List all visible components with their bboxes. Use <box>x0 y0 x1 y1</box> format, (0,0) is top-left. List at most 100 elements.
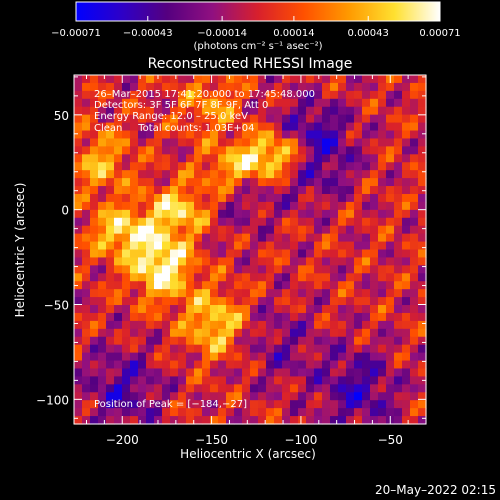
heatmap-cell <box>202 146 211 155</box>
heatmap-cell <box>250 249 259 259</box>
heatmap-cell <box>306 265 315 274</box>
heatmap-cell <box>202 273 211 282</box>
heatmap-cell <box>290 336 299 346</box>
heatmap-cell <box>274 201 283 211</box>
heatmap-cell <box>186 201 195 211</box>
heatmap-cell <box>90 352 99 362</box>
heatmap-cell <box>266 257 275 266</box>
heatmap-cell <box>314 138 323 147</box>
heatmap-cell <box>114 305 123 314</box>
heatmap-cell <box>202 233 211 243</box>
heatmap-cell <box>250 114 259 124</box>
heatmap-cell <box>218 82 227 92</box>
heatmap-cell <box>122 178 131 187</box>
heatmap-cell <box>202 201 211 211</box>
heatmap-cell <box>338 392 347 401</box>
heatmap-cell <box>370 400 379 409</box>
heatmap-cell <box>378 90 387 100</box>
heatmap-cell <box>274 130 283 140</box>
heatmap-cell <box>178 154 187 163</box>
heatmap-cell <box>410 305 419 314</box>
heatmap-cell <box>354 249 363 259</box>
heatmap-cell <box>346 193 355 203</box>
heatmap-cell <box>178 82 187 92</box>
heatmap-cell <box>218 368 227 378</box>
heatmap-cell <box>114 384 123 393</box>
heatmap-cell <box>386 328 395 338</box>
heatmap-cell <box>394 90 403 100</box>
heatmap-cell <box>362 344 371 354</box>
heatmap-cell <box>130 265 139 274</box>
heatmap-cell <box>418 392 427 401</box>
heatmap-cell <box>114 75 123 84</box>
heatmap-cell <box>394 225 403 235</box>
heatmap-cell <box>250 154 259 163</box>
heatmap-cell <box>114 336 123 346</box>
heatmap-cell <box>266 312 275 322</box>
heatmap-cell <box>138 392 147 401</box>
heatmap-cell <box>98 289 107 298</box>
heatmap-cell <box>202 154 211 163</box>
heatmap-cell <box>378 273 387 282</box>
heatmap-cell <box>346 249 355 259</box>
heatmap-cell <box>234 368 243 378</box>
heatmap-cell <box>106 320 115 330</box>
heatmap-cell <box>242 265 251 274</box>
heatmap-cell <box>370 225 379 235</box>
heatmap-cell <box>394 75 403 84</box>
heatmap-cell <box>178 392 187 401</box>
heatmap-cell <box>138 400 147 409</box>
heatmap-cell <box>290 384 299 393</box>
heatmap-cell <box>322 281 331 290</box>
heatmap-cell <box>266 344 275 354</box>
heatmap-cell <box>394 312 403 322</box>
heatmap-cell <box>250 122 259 132</box>
heatmap-cell <box>338 257 347 266</box>
heatmap-cell <box>194 186 203 195</box>
heatmap-cell <box>90 241 99 251</box>
heatmap-cell <box>122 281 131 290</box>
heatmap-cell <box>410 297 419 306</box>
heatmap-cell <box>122 98 131 108</box>
heatmap-cell <box>106 273 115 282</box>
colorbar-tick-label: −0.00014 <box>197 28 247 39</box>
heatmap-cell <box>402 352 411 362</box>
heatmap-cell <box>90 82 99 92</box>
heatmap-cell <box>202 368 211 378</box>
annotation-energy: Energy Range: 12.0 – 25.0 keV <box>94 111 248 122</box>
heatmap-cell <box>202 130 211 140</box>
heatmap-cell <box>410 162 419 171</box>
heatmap-cell <box>410 217 419 227</box>
heatmap-cell <box>74 344 83 354</box>
heatmap-cell <box>202 297 211 306</box>
heatmap-cell <box>290 122 299 132</box>
heatmap-cell <box>322 384 331 393</box>
heatmap-cell <box>330 122 339 132</box>
heatmap-cell <box>106 233 115 243</box>
heatmap-cell <box>418 162 427 171</box>
heatmap-cell <box>170 122 179 132</box>
heatmap-cell <box>242 320 251 330</box>
heatmap-cell <box>298 384 307 393</box>
heatmap-cell <box>410 400 419 409</box>
heatmap-cell <box>314 75 323 84</box>
heatmap-cell <box>274 400 283 409</box>
heatmap-cell <box>402 122 411 132</box>
heatmap-cell <box>170 328 179 338</box>
heatmap-cell <box>114 162 123 171</box>
heatmap-cell <box>106 98 115 108</box>
heatmap-cell <box>146 170 155 179</box>
heatmap-cell <box>250 273 259 282</box>
heatmap-cell <box>154 217 163 227</box>
heatmap-cell <box>170 376 179 385</box>
heatmap-cell <box>322 209 331 219</box>
heatmap-cell <box>418 201 427 211</box>
heatmap-cell <box>362 122 371 132</box>
heatmap-cell <box>322 344 331 354</box>
heatmap-cell <box>394 138 403 147</box>
heatmap-cell <box>346 297 355 306</box>
heatmap-cell <box>130 416 139 425</box>
heatmap-cell <box>74 241 83 251</box>
heatmap-cell <box>130 257 139 266</box>
heatmap-cell <box>210 392 219 401</box>
